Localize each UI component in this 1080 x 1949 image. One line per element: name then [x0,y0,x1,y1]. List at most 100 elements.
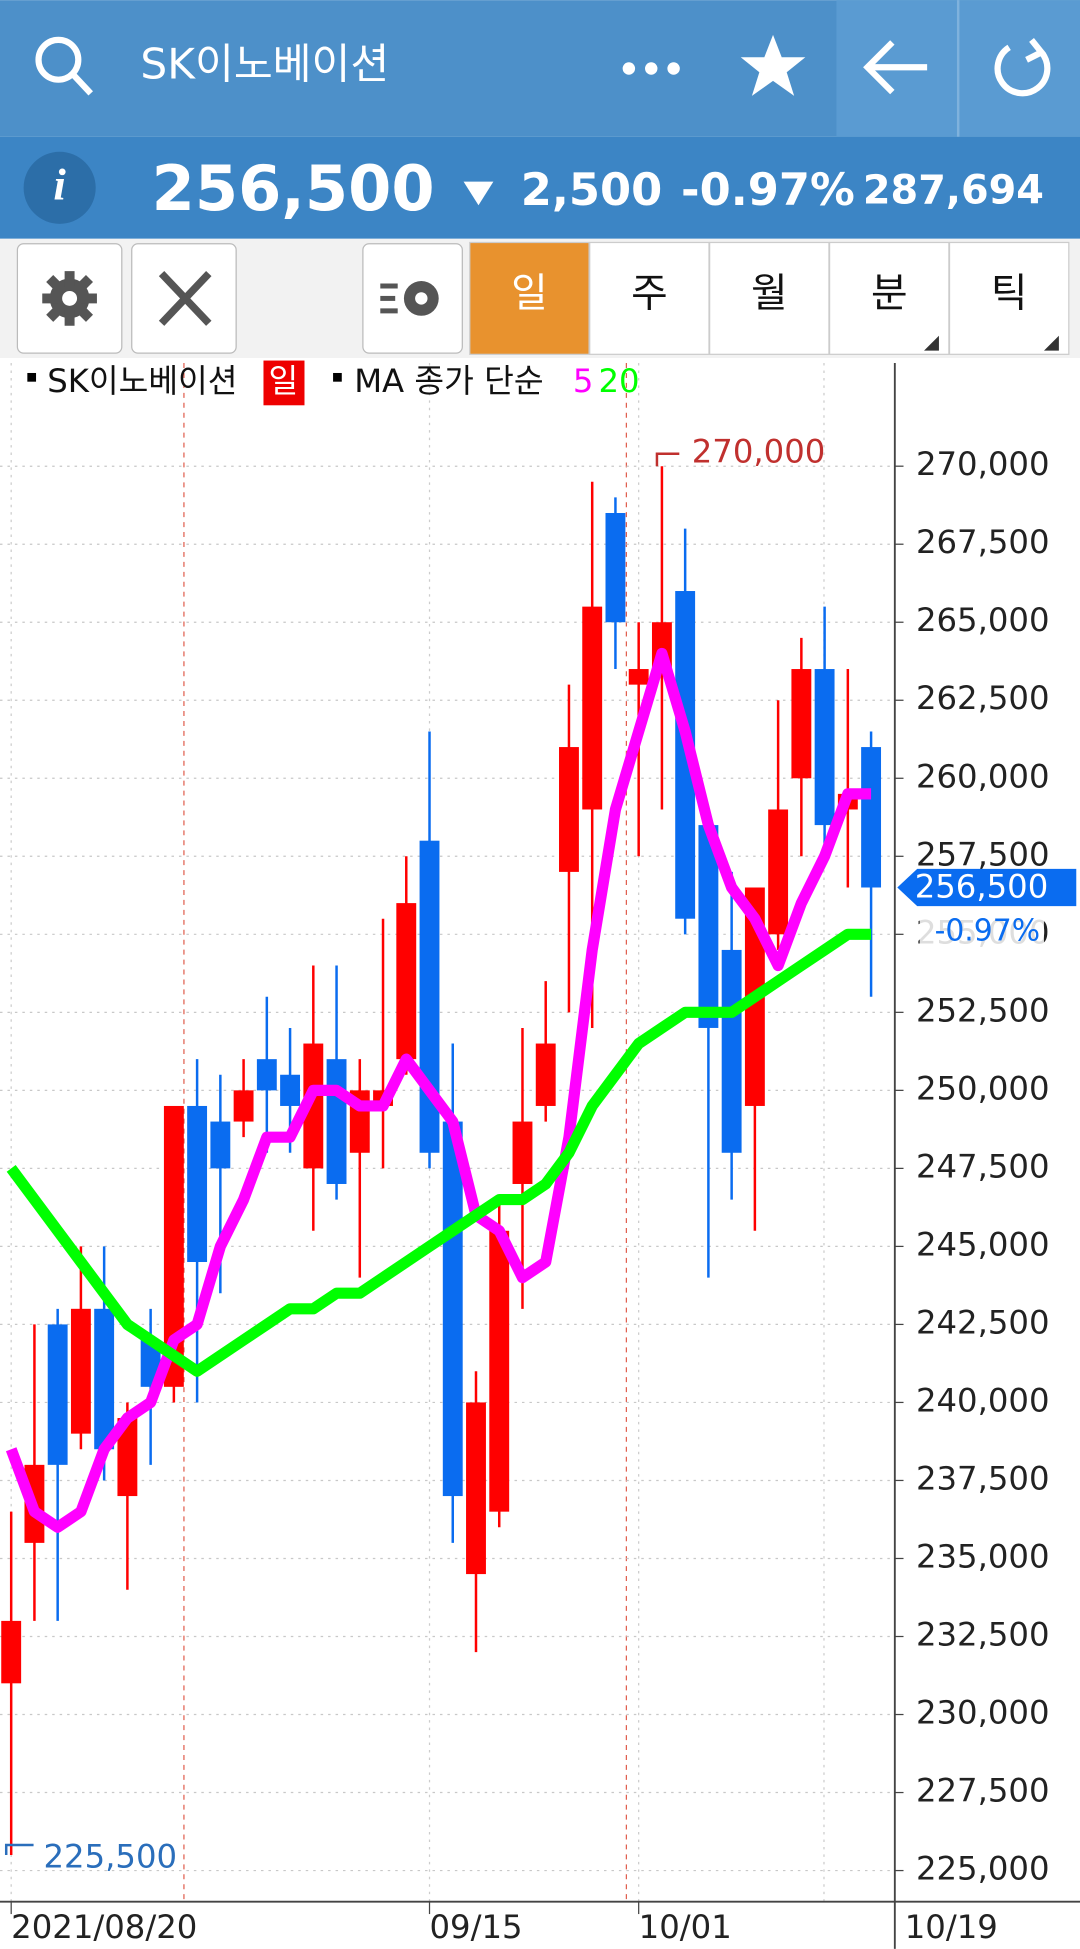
candle-body [210,1121,231,1169]
period-tab-label: 주 [631,270,668,316]
y-tick-label: 257,500 [916,835,1050,873]
candle-body [233,1090,254,1122]
quote-bar [0,136,1080,239]
more-icon[interactable] [622,62,680,75]
y-tick-label: 270,000 [916,445,1050,483]
down-arrow [463,181,494,206]
y-tick-label: 252,500 [916,991,1050,1029]
change-rate: -0.97% [681,163,855,216]
legend-bullet [333,372,342,382]
candle-body [489,1230,510,1512]
candle-body [512,1121,533,1184]
stock-title[interactable]: SK이노베이션 [140,40,389,89]
y-tick-label: 240,000 [916,1381,1050,1419]
candle-body [721,949,742,1153]
favorite-icon[interactable] [740,34,806,96]
candle-body [698,825,719,1028]
y-tick-label: 250,000 [916,1069,1050,1107]
period-tab[interactable] [469,241,590,355]
current-price-label: 256,500 [915,868,1049,906]
ma-line [5,647,872,1533]
candle-body [466,1402,486,1575]
candle-body [94,1308,115,1450]
y-tick-label: 225,000 [916,1850,1050,1888]
period-tab-label: 분 [871,270,908,316]
y-tick-label: 247,500 [916,1147,1050,1185]
candle-body [163,1105,184,1387]
y-tick-label: 235,000 [916,1537,1050,1575]
submenu-mark [1043,335,1059,351]
current-change-label: -0.97% [935,914,1040,949]
y-tick-label: 232,500 [916,1616,1050,1654]
candle-body [628,669,649,685]
candle-body [70,1308,91,1434]
high-label: 270,000 [692,433,826,471]
candle-body [442,1121,463,1497]
gear-icon [42,271,97,326]
candle-body [791,669,812,779]
candle-body [535,1043,556,1106]
y-tick-label: 265,000 [916,601,1050,639]
period-badge [263,360,305,406]
ma-line [6,928,872,1377]
info-button[interactable] [23,151,96,224]
candle-body [605,513,626,623]
candle-body [582,606,603,810]
candle-body [396,903,417,1060]
period-tab-label: 일 [511,270,548,316]
chart-area [0,358,1080,1902]
candle-body [559,747,579,872]
y-tick-label: 242,500 [916,1303,1050,1341]
y-tick-label: 267,500 [916,523,1050,561]
candle-body [1,1620,22,1684]
y-tick-label: 227,500 [916,1772,1050,1810]
period-tab[interactable] [828,241,950,355]
candle-body [768,809,789,935]
legend-stock: SK이노베이션 [47,362,237,400]
candle-body [326,1059,347,1184]
low-label: 225,500 [43,1838,177,1876]
indicator-icon [380,281,439,316]
period-tab[interactable] [948,241,1070,355]
y-tick-label: 237,500 [916,1459,1050,1497]
candle-body [814,669,835,826]
candle-body [256,1059,277,1091]
candle-body [187,1105,208,1263]
x-tick-label: 2021/08/20 [11,1908,197,1946]
candle-body [861,747,882,888]
candle-body [303,1043,324,1169]
period-tab[interactable] [709,241,830,355]
candle-body [47,1324,68,1465]
volume: 287,694 [863,167,1044,213]
current-price-tag [897,868,1077,907]
search-icon[interactable] [35,36,93,96]
y-tick-label: 230,000 [916,1694,1050,1732]
x-tick-label: 10/01 [639,1908,732,1946]
candle-body [675,591,696,919]
period-tab-label: 월 [751,270,788,316]
legend-entry: 5 [573,362,594,400]
price-change: 2,500 [521,163,663,216]
change-bg [919,912,1044,950]
x-tick-label: 10/19 [905,1908,998,1946]
price: 256,500 [152,152,435,225]
legend-entry: 20 [598,362,639,400]
tools-icon [158,270,212,326]
legend-bullet [27,372,37,382]
legend-ma: MA 종가 단순 [354,362,543,400]
period-tab-label: 틱 [991,270,1028,316]
y-tick-label: 260,000 [916,757,1050,795]
y-tick-label: 262,500 [916,679,1050,717]
refresh-icon[interactable] [994,37,1051,97]
y-tick-label: 245,000 [916,1225,1050,1263]
period-tab[interactable] [589,241,710,355]
low-marker [4,1843,34,1855]
candle-body [117,1418,138,1497]
high-marker [655,452,680,467]
back-icon[interactable] [863,40,928,95]
x-tick-label: 09/15 [430,1908,523,1946]
candle-body [280,1074,301,1106]
info-label: i [53,159,66,209]
